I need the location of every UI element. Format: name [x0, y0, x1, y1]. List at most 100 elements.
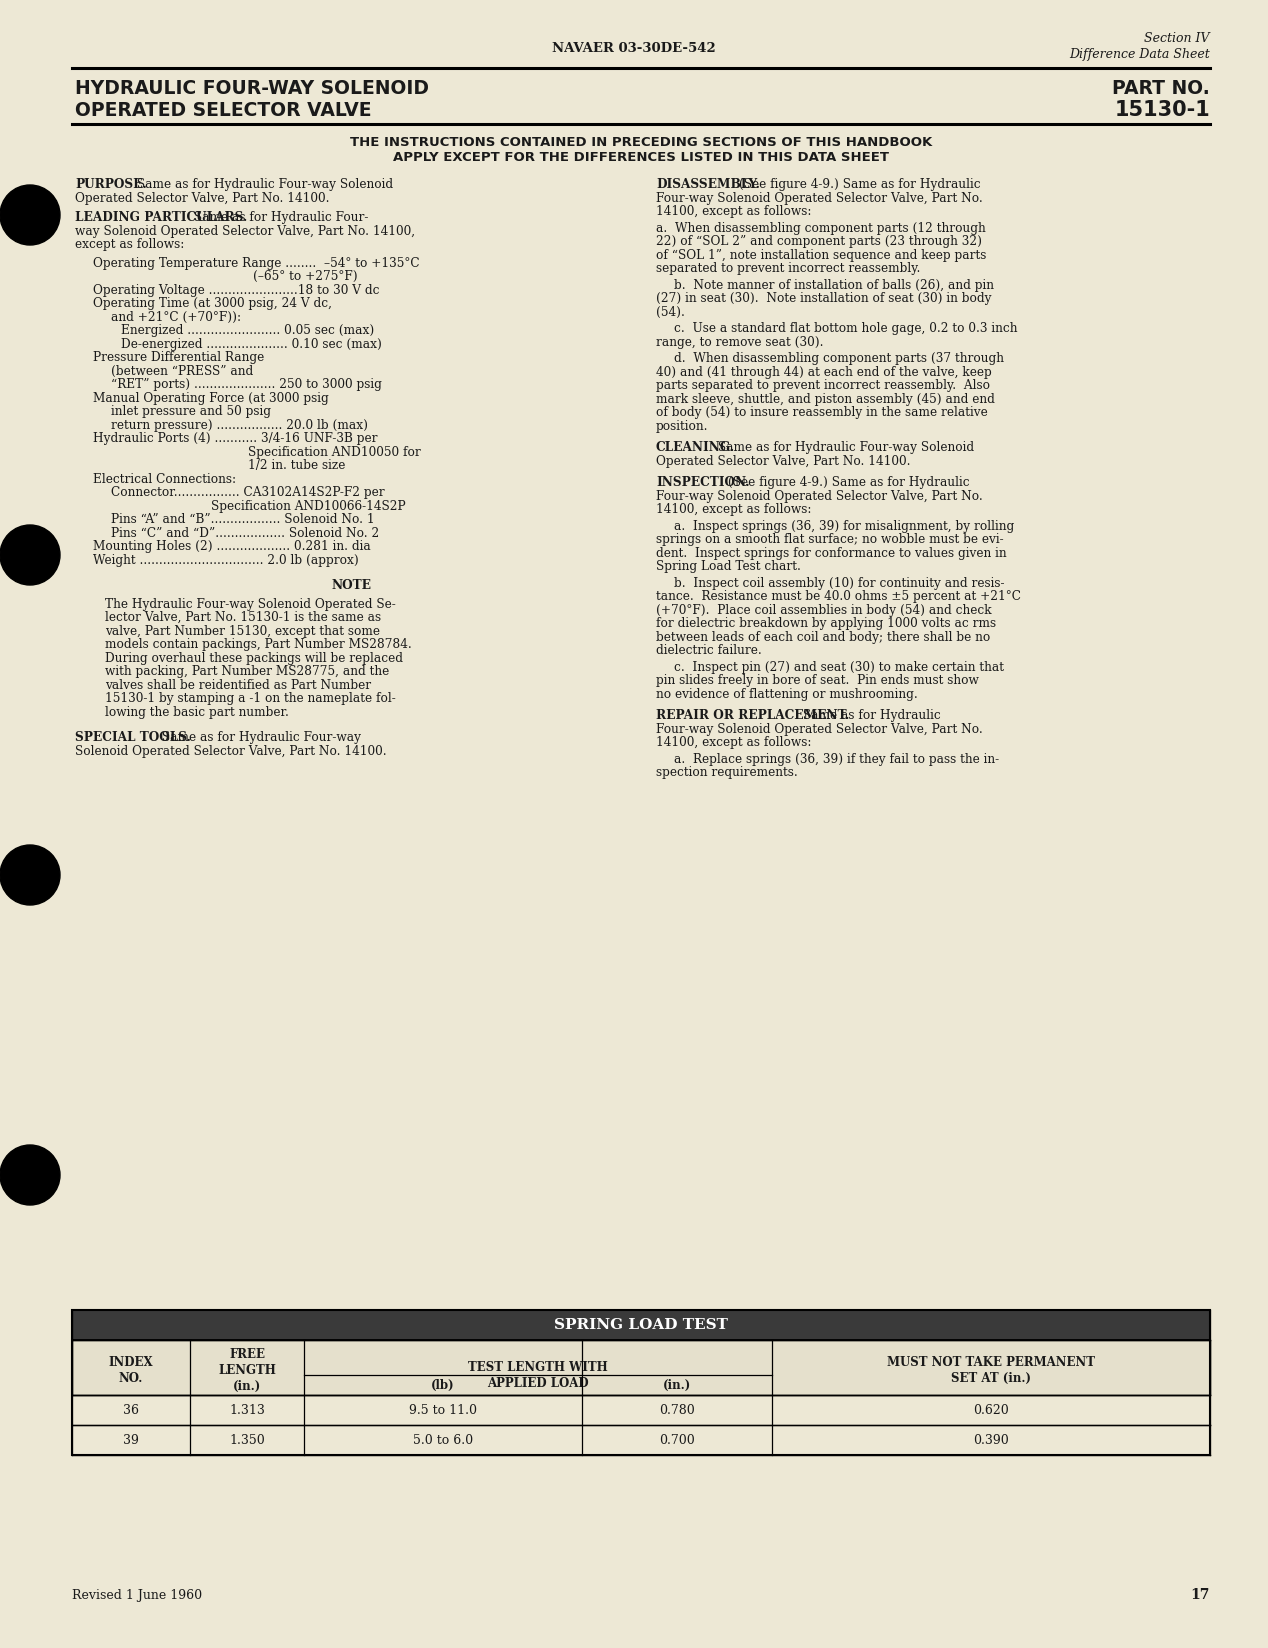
- Text: 0.780: 0.780: [659, 1404, 695, 1417]
- Text: CLEANING.: CLEANING.: [656, 442, 735, 453]
- Text: Pins “A” and “B”.................. Solenoid No. 1: Pins “A” and “B”.................. Solen…: [112, 513, 374, 526]
- Text: way Solenoid Operated Selector Valve, Part No. 14100,: way Solenoid Operated Selector Valve, Pa…: [75, 224, 415, 237]
- Text: Weight ................................ 2.0 lb (approx): Weight ................................ …: [93, 554, 359, 567]
- Text: of body (54) to insure reassembly in the same relative: of body (54) to insure reassembly in the…: [656, 405, 988, 419]
- Text: DISASSEMBLY.: DISASSEMBLY.: [656, 178, 760, 191]
- Text: for dielectric breakdown by applying 1000 volts ac rms: for dielectric breakdown by applying 100…: [656, 616, 997, 630]
- Text: LEADING PARTICULARS.: LEADING PARTICULARS.: [75, 211, 247, 224]
- Text: c.  Use a standard flat bottom hole gage, 0.2 to 0.3 inch: c. Use a standard flat bottom hole gage,…: [675, 321, 1017, 335]
- Text: During overhaul these packings will be replaced: During overhaul these packings will be r…: [105, 651, 403, 664]
- Bar: [72, 1394, 1210, 1426]
- Text: 1.313: 1.313: [230, 1404, 265, 1417]
- Text: 1/2 in. tube size: 1/2 in. tube size: [249, 460, 345, 471]
- Text: 0.700: 0.700: [659, 1434, 695, 1447]
- Text: PURPOSE.: PURPOSE.: [75, 178, 147, 191]
- Text: De-energized ..................... 0.10 sec (max): De-energized ..................... 0.10 …: [120, 338, 382, 351]
- Text: Pressure Differential Range: Pressure Differential Range: [93, 351, 264, 364]
- Text: dielectric failure.: dielectric failure.: [656, 644, 762, 658]
- Text: spection requirements.: spection requirements.: [656, 766, 798, 780]
- Text: b.  Inspect coil assembly (10) for continuity and resis-: b. Inspect coil assembly (10) for contin…: [675, 577, 1004, 590]
- Text: OPERATED SELECTOR VALVE: OPERATED SELECTOR VALVE: [75, 101, 372, 120]
- Text: a.  Replace springs (36, 39) if they fail to pass the in-: a. Replace springs (36, 39) if they fail…: [675, 753, 999, 766]
- Text: SPECIAL TOOLS.: SPECIAL TOOLS.: [75, 732, 191, 743]
- Text: (+70°F).  Place coil assemblies in body (54) and check: (+70°F). Place coil assemblies in body (…: [656, 603, 992, 616]
- Text: “RET” ports) ..................... 250 to 3000 psig: “RET” ports) ..................... 250 t…: [112, 377, 382, 391]
- Text: (lb): (lb): [431, 1378, 455, 1391]
- Text: APPLY EXCEPT FOR THE DIFFERENCES LISTED IN THIS DATA SHEET: APPLY EXCEPT FOR THE DIFFERENCES LISTED …: [393, 150, 889, 163]
- Text: 1.350: 1.350: [230, 1434, 265, 1447]
- Text: Operated Selector Valve, Part No. 14100.: Operated Selector Valve, Part No. 14100.: [656, 455, 910, 468]
- Text: 14100, except as follows:: 14100, except as follows:: [656, 737, 812, 748]
- Text: separated to prevent incorrect reassembly.: separated to prevent incorrect reassembl…: [656, 262, 921, 275]
- Text: Spring Load Test chart.: Spring Load Test chart.: [656, 560, 801, 574]
- Text: MUST NOT TAKE PERMANENT
SET AT (in.): MUST NOT TAKE PERMANENT SET AT (in.): [888, 1356, 1096, 1384]
- Text: (See figure 4-9.) Same as for Hydraulic: (See figure 4-9.) Same as for Hydraulic: [724, 476, 970, 489]
- Text: 39: 39: [123, 1434, 139, 1447]
- Text: Revised 1 June 1960: Revised 1 June 1960: [72, 1589, 202, 1602]
- Bar: [72, 1426, 1210, 1455]
- Circle shape: [0, 845, 60, 905]
- Text: 15130-1: 15130-1: [1115, 101, 1210, 120]
- Text: Four-way Solenoid Operated Selector Valve, Part No.: Four-way Solenoid Operated Selector Valv…: [656, 722, 983, 735]
- Text: (between “PRESS” and: (between “PRESS” and: [112, 364, 254, 377]
- Text: THE INSTRUCTIONS CONTAINED IN PRECEDING SECTIONS OF THIS HANDBOOK: THE INSTRUCTIONS CONTAINED IN PRECEDING …: [350, 135, 932, 148]
- Text: The Hydraulic Four-way Solenoid Operated Se-: The Hydraulic Four-way Solenoid Operated…: [105, 598, 396, 610]
- Text: no evidence of flattening or mushrooming.: no evidence of flattening or mushrooming…: [656, 687, 918, 700]
- Text: Connector................. CA3102A14S2P-F2 per: Connector................. CA3102A14S2P-…: [112, 486, 384, 499]
- Text: SPRING LOAD TEST: SPRING LOAD TEST: [554, 1318, 728, 1332]
- Text: except as follows:: except as follows:: [75, 237, 184, 250]
- Text: Solenoid Operated Selector Valve, Part No. 14100.: Solenoid Operated Selector Valve, Part N…: [75, 745, 387, 758]
- Text: REPAIR OR REPLACEMENT.: REPAIR OR REPLACEMENT.: [656, 709, 850, 722]
- Text: INDEX
NO.: INDEX NO.: [109, 1356, 153, 1384]
- Text: Section IV: Section IV: [1145, 31, 1210, 44]
- Text: valves shall be reidentified as Part Number: valves shall be reidentified as Part Num…: [105, 679, 372, 692]
- Text: Operating Voltage .......................18 to 30 V dc: Operating Voltage ......................…: [93, 283, 379, 297]
- Text: 9.5 to 11.0: 9.5 to 11.0: [410, 1404, 477, 1417]
- Text: mark sleeve, shuttle, and piston assembly (45) and end: mark sleeve, shuttle, and piston assembl…: [656, 392, 995, 405]
- Text: between leads of each coil and body; there shall be no: between leads of each coil and body; the…: [656, 631, 990, 643]
- Text: INSPECTION.: INSPECTION.: [656, 476, 749, 489]
- Text: springs on a smooth flat surface; no wobble must be evi-: springs on a smooth flat surface; no wob…: [656, 532, 1004, 545]
- Text: a.  Inspect springs (36, 39) for misalignment, by rolling: a. Inspect springs (36, 39) for misalign…: [675, 519, 1014, 532]
- Text: a.  When disassembling component parts (12 through: a. When disassembling component parts (1…: [656, 221, 985, 234]
- Text: Same as for Hydraulic: Same as for Hydraulic: [799, 709, 941, 722]
- Text: Same as for Hydraulic Four-: Same as for Hydraulic Four-: [190, 211, 369, 224]
- Text: 22) of “SOL 2” and component parts (23 through 32): 22) of “SOL 2” and component parts (23 t…: [656, 236, 981, 247]
- Bar: [72, 1310, 1210, 1340]
- Text: valve, Part Number 15130, except that some: valve, Part Number 15130, except that so…: [105, 625, 380, 638]
- Text: and +21°C (+70°F)):: and +21°C (+70°F)):: [112, 310, 241, 323]
- Text: Manual Operating Force (at 3000 psig: Manual Operating Force (at 3000 psig: [93, 392, 328, 404]
- Text: Four-way Solenoid Operated Selector Valve, Part No.: Four-way Solenoid Operated Selector Valv…: [656, 191, 983, 204]
- Text: lector Valve, Part No. 15130-1 is the same as: lector Valve, Part No. 15130-1 is the sa…: [105, 611, 382, 625]
- Text: inlet pressure and 50 psig: inlet pressure and 50 psig: [112, 405, 271, 419]
- Text: Four-way Solenoid Operated Selector Valve, Part No.: Four-way Solenoid Operated Selector Valv…: [656, 489, 983, 503]
- Text: 40) and (41 through 44) at each end of the valve, keep: 40) and (41 through 44) at each end of t…: [656, 366, 992, 379]
- Text: NAVAER 03-30DE-542: NAVAER 03-30DE-542: [552, 41, 716, 54]
- Text: Same as for Hydraulic Four-way: Same as for Hydraulic Four-way: [158, 732, 361, 743]
- Text: pin slides freely in bore of seat.  Pin ends must show: pin slides freely in bore of seat. Pin e…: [656, 674, 979, 687]
- Text: HYDRAULIC FOUR-WAY SOLENOID: HYDRAULIC FOUR-WAY SOLENOID: [75, 79, 429, 97]
- Bar: [72, 1340, 1210, 1394]
- Text: (–65° to +275°F): (–65° to +275°F): [254, 270, 358, 283]
- Text: lowing the basic part number.: lowing the basic part number.: [105, 705, 289, 719]
- Text: NOTE: NOTE: [331, 578, 372, 592]
- Text: Mounting Holes (2) ................... 0.281 in. dia: Mounting Holes (2) ................... 0…: [93, 541, 370, 554]
- Text: (54).: (54).: [656, 305, 685, 318]
- Text: Same as for Hydraulic Four-way Solenoid: Same as for Hydraulic Four-way Solenoid: [714, 442, 974, 453]
- Text: parts separated to prevent incorrect reassembly.  Also: parts separated to prevent incorrect rea…: [656, 379, 990, 392]
- Text: 15130-1 by stamping a -1 on the nameplate fol-: 15130-1 by stamping a -1 on the nameplat…: [105, 692, 396, 705]
- Text: Operating Time (at 3000 psig, 24 V dc,: Operating Time (at 3000 psig, 24 V dc,: [93, 297, 332, 310]
- Text: (See figure 4-9.) Same as for Hydraulic: (See figure 4-9.) Same as for Hydraulic: [735, 178, 980, 191]
- Text: PART NO.: PART NO.: [1112, 79, 1210, 97]
- Text: Difference Data Sheet: Difference Data Sheet: [1069, 48, 1210, 61]
- Text: Specification AND10050 for: Specification AND10050 for: [249, 445, 421, 458]
- Text: c.  Inspect pin (27) and seat (30) to make certain that: c. Inspect pin (27) and seat (30) to mak…: [675, 661, 1004, 674]
- Text: (27) in seat (30).  Note installation of seat (30) in body: (27) in seat (30). Note installation of …: [656, 292, 992, 305]
- Text: d.  When disassembling component parts (37 through: d. When disassembling component parts (3…: [675, 353, 1004, 364]
- Text: Specification AND10066-14S2P: Specification AND10066-14S2P: [210, 499, 406, 513]
- Text: Operating Temperature Range ........  –54° to +135°C: Operating Temperature Range ........ –54…: [93, 257, 420, 270]
- Text: Hydraulic Ports (4) ........... 3/4-16 UNF-3B per: Hydraulic Ports (4) ........... 3/4-16 U…: [93, 432, 378, 445]
- Circle shape: [0, 526, 60, 585]
- Circle shape: [0, 185, 60, 246]
- Text: Operated Selector Valve, Part No. 14100.: Operated Selector Valve, Part No. 14100.: [75, 191, 330, 204]
